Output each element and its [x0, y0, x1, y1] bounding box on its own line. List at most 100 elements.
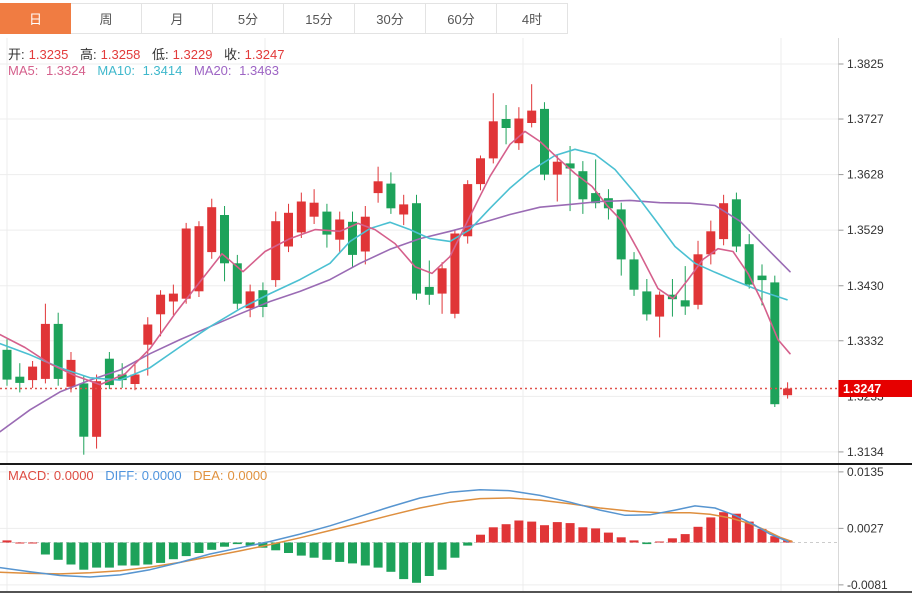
macd-histogram-bar [591, 528, 601, 543]
price-axis-label: 1.3727 [847, 112, 884, 126]
macd-histogram-bar [220, 542, 229, 547]
macd-histogram-bar [181, 542, 191, 557]
macd-histogram-bar [130, 542, 140, 566]
candle-body [552, 161, 562, 175]
tab-5min[interactable]: 5分 [213, 3, 284, 34]
macd-histogram-bar [770, 536, 780, 543]
candle-body [117, 374, 127, 381]
macd-label: MACD: [8, 468, 50, 483]
macd-histogram-bar [540, 525, 549, 543]
macd-histogram-bar [66, 542, 76, 565]
macd-histogram-bar [488, 527, 498, 543]
candle-body [79, 383, 89, 437]
macd-histogram-bar [424, 542, 434, 576]
candles-group [2, 84, 793, 455]
candle-body [540, 108, 549, 175]
candle-body [130, 374, 140, 384]
candle-body [667, 294, 677, 300]
ma5-value: 1.3324 [45, 63, 86, 78]
tab-15min[interactable]: 15分 [284, 3, 355, 34]
candle-body [360, 216, 370, 252]
candle-body [15, 376, 25, 383]
candle-body [143, 324, 153, 345]
macd-histogram-bar [92, 542, 102, 568]
macd-histogram-bar [412, 542, 421, 583]
candle-body [194, 226, 204, 292]
candle-body [501, 119, 511, 128]
macd-value: 0.0000 [53, 468, 94, 483]
macd-histogram-bar [603, 532, 613, 543]
candle-body [322, 211, 332, 235]
ma10-label: MA10: [97, 63, 135, 78]
candle-body [28, 366, 38, 381]
tab-bar: 日 周 月 5分 15分 30分 60分 4时 [0, 0, 912, 37]
macd-histogram-bar [629, 540, 639, 543]
price-axis-label: 1.3825 [847, 57, 884, 71]
macd-histogram-bar [552, 522, 562, 543]
macd-histogram-bar [143, 542, 153, 565]
macd-bars-group [2, 512, 793, 583]
candle-body [655, 294, 665, 317]
tab-month[interactable]: 月 [142, 3, 213, 34]
candle-body [168, 293, 178, 302]
ohlc-readout: 开: 1.3235 高: 1.3258 低: 1.3229 收: 1.3247 [8, 44, 292, 63]
diff-value: 0.0000 [141, 468, 182, 483]
tab-4hour[interactable]: 4时 [497, 3, 568, 34]
macd-histogram-bar [296, 542, 306, 556]
macd-histogram-bar [437, 542, 447, 570]
close-label: 收: [224, 47, 241, 62]
macd-histogram-bar [53, 542, 63, 560]
macd-histogram-bar [642, 542, 652, 545]
macd-histogram-bar [360, 542, 370, 566]
ma10-line [0, 148, 788, 381]
macd-histogram-bar [731, 513, 741, 543]
candle-body [783, 388, 793, 396]
macd-histogram-bar [207, 542, 217, 550]
macd-histogram-bar [399, 542, 409, 580]
macd-readout: MACD: 0.0000 DIFF: 0.0000 DEA: 0.0000 [8, 468, 275, 483]
ma-readout: MA5: 1.3324 MA10: 1.3414 MA20: 1.3463 [8, 63, 287, 78]
macd-histogram-bar [117, 542, 127, 566]
tab-60min[interactable]: 60分 [426, 3, 497, 34]
price-axis-label: 1.3628 [847, 168, 884, 182]
high-value: 1.3258 [100, 47, 141, 62]
candle-body [744, 244, 754, 285]
candle-body [296, 201, 306, 233]
candle-body [488, 121, 498, 159]
macd-histogram-bar [667, 538, 677, 543]
macd-histogram-bar [2, 540, 12, 543]
macd-histogram-bar [744, 521, 754, 543]
macd-histogram-bar [463, 542, 473, 546]
macd-histogram-bar [245, 542, 255, 546]
macd-histogram-bar [719, 512, 729, 543]
candle-body [104, 358, 114, 386]
tab-30min[interactable]: 30分 [355, 3, 426, 34]
macd-histogram-bar [757, 528, 767, 543]
macd-histogram-bar [309, 542, 319, 558]
macd-histogram-bar [680, 534, 690, 543]
macd-histogram-bar [194, 542, 204, 553]
candle-body [693, 254, 703, 305]
candle-body [2, 349, 12, 380]
candle-body [245, 291, 255, 309]
candle-body [412, 203, 421, 294]
macd-histogram-bar [104, 542, 114, 568]
candle-body [591, 193, 601, 204]
candle-body [373, 181, 383, 194]
tab-day[interactable]: 日 [0, 3, 71, 34]
macd-histogram-bar [258, 542, 268, 548]
ma10-value: 1.3414 [142, 63, 183, 78]
macd-histogram-bar [156, 542, 166, 563]
candle-body [181, 228, 191, 299]
candle-body [629, 259, 639, 290]
candle-body [40, 323, 50, 379]
ma20-line [0, 199, 791, 433]
candle-body [284, 212, 293, 247]
tab-week[interactable]: 周 [71, 3, 142, 34]
candle-body [386, 183, 396, 209]
dea-value: 0.0000 [227, 468, 268, 483]
macd-histogram-bar [693, 526, 703, 543]
candle-body [450, 233, 460, 314]
price-axis-label: 1.3529 [847, 223, 884, 237]
